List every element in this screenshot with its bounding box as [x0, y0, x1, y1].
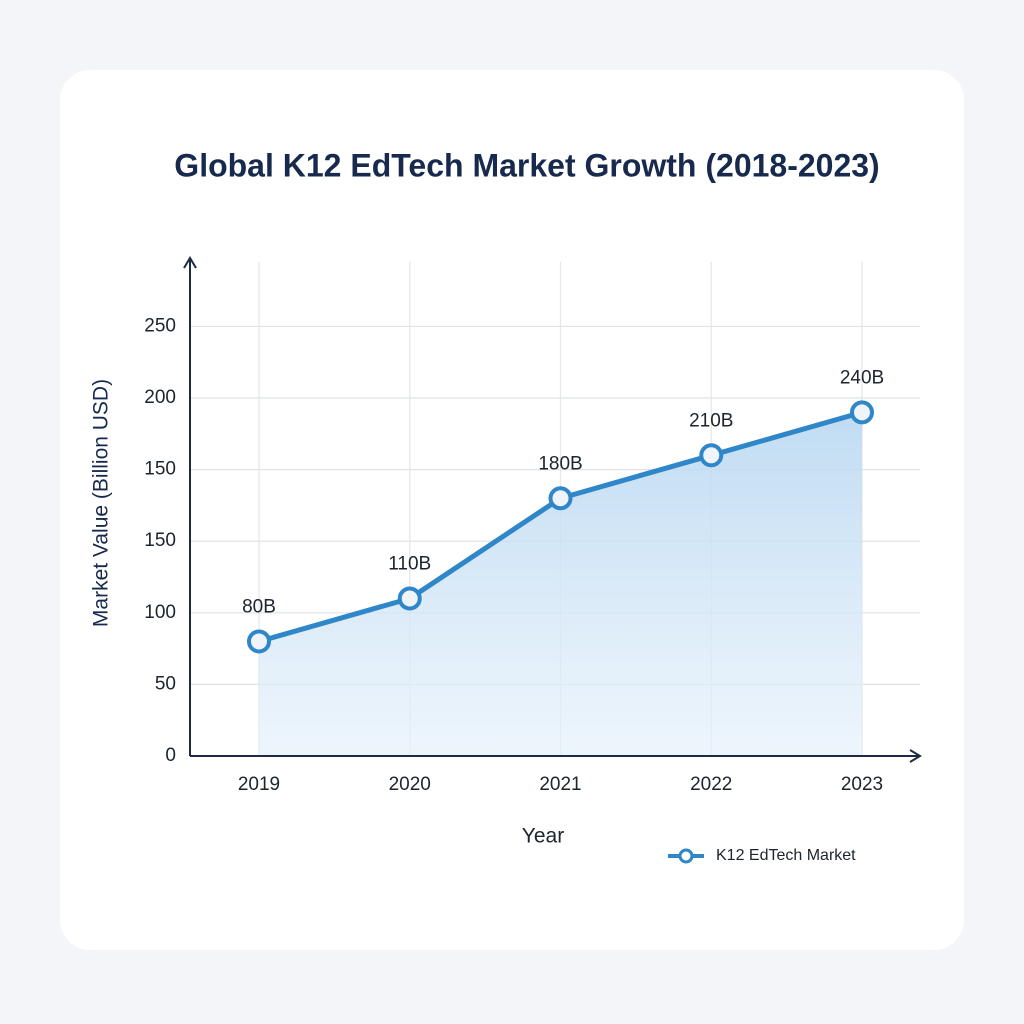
y-tick-label: 0 [165, 745, 176, 766]
x-tick-label: 2020 [389, 774, 431, 795]
y-axis-label: Market Value (Billion USD) [90, 379, 113, 627]
x-tick-label: 2021 [539, 774, 581, 795]
marker [548, 486, 573, 511]
data-label: 80B [242, 596, 276, 617]
y-axis-arrow [183, 256, 197, 269]
legend-marker [678, 848, 694, 864]
x-tick-label: 2019 [238, 774, 280, 795]
data-label: 180B [538, 453, 582, 474]
x-tick-label: 2023 [841, 774, 883, 795]
marker [397, 586, 422, 611]
x-tick-label: 2022 [690, 774, 732, 795]
data-label: 240B [840, 367, 884, 388]
data-label: 110B [388, 554, 431, 575]
y-tick-label: 250 [144, 315, 176, 336]
marker [850, 400, 874, 425]
chart-title: Global K12 EdTech Market Growth (2018-20… [174, 147, 879, 183]
data-label: 210B [689, 410, 733, 431]
y-tick-label: 200 [144, 387, 176, 408]
y-tick-label: 150 [144, 459, 176, 480]
marker [247, 629, 271, 654]
area [259, 412, 862, 756]
y-tick-label: 150 [144, 530, 176, 551]
marker [699, 443, 724, 468]
y-tick-label: 50 [155, 673, 176, 694]
x-axis-label: Year [522, 825, 564, 848]
x-axis-arrow [909, 749, 922, 763]
y-tick-label: 100 [144, 602, 176, 623]
legend-label: K12 EdTech Market [716, 847, 856, 864]
plot-area: 0 50 100 150 150 200 250 2019 2020 2021 2022 2023 80… [144, 256, 922, 864]
